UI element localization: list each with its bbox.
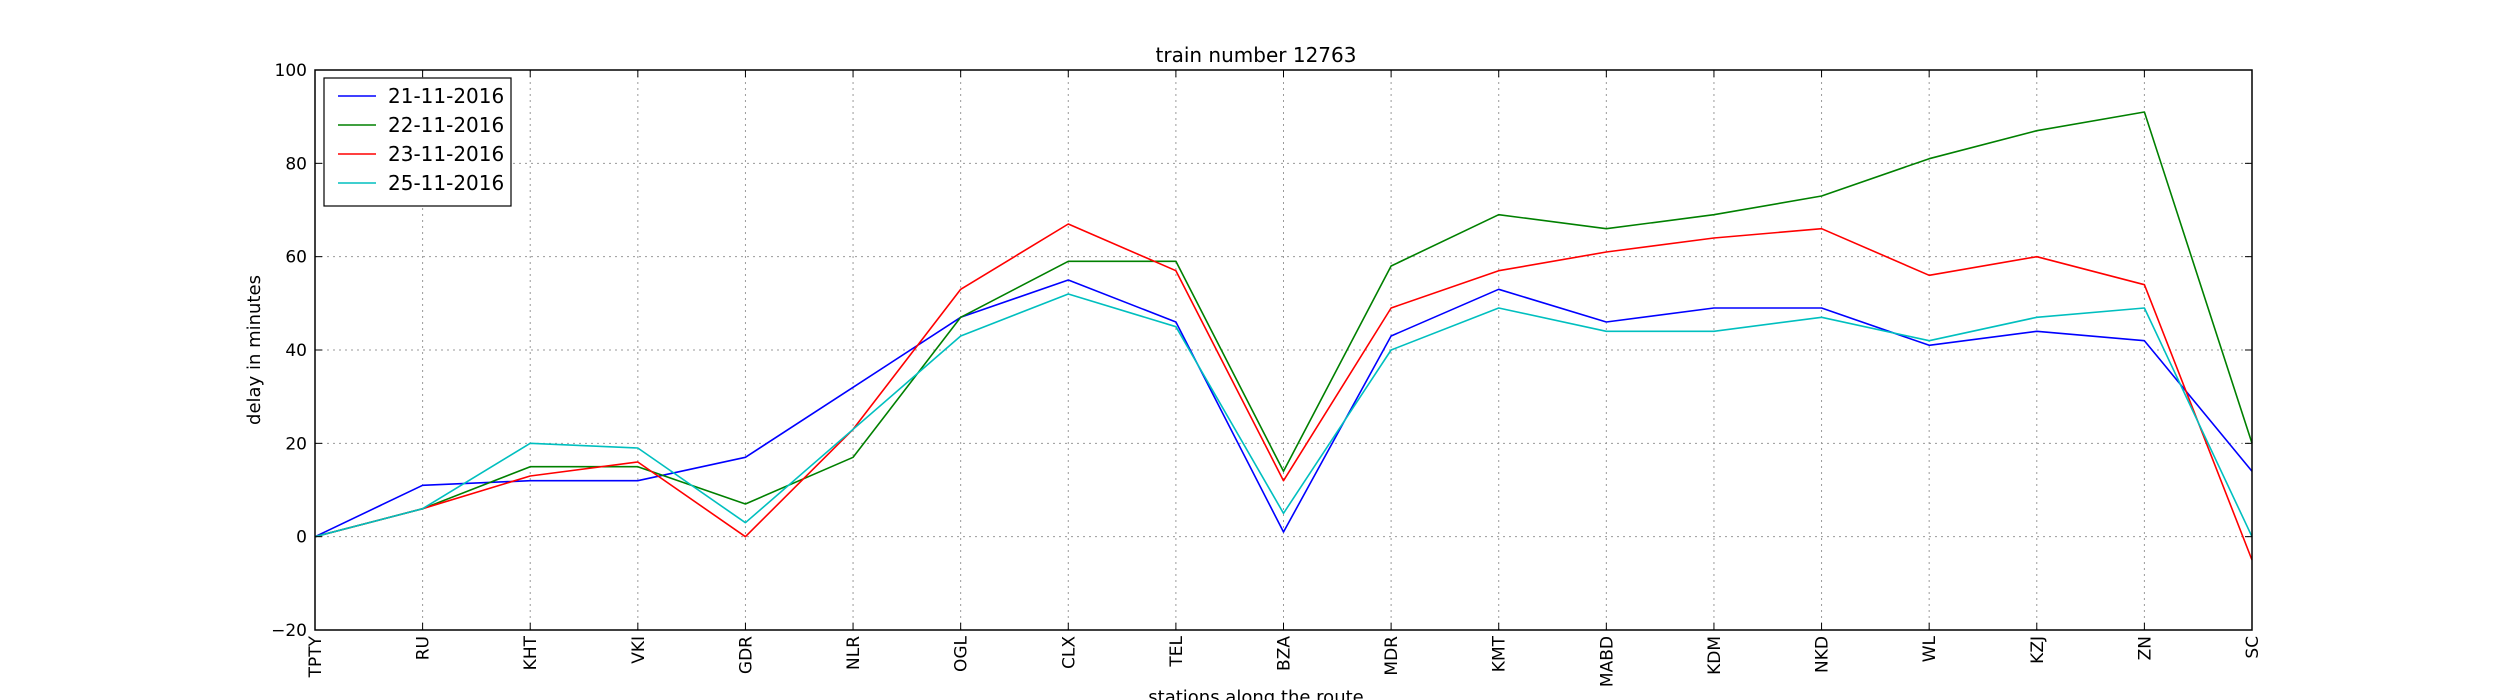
x-tick-label: BZA xyxy=(1275,636,1295,671)
x-tick-label: KMT xyxy=(1490,635,1510,672)
x-tick-label: TPTY xyxy=(306,635,326,678)
x-tick-label: KZJ xyxy=(2028,636,2048,664)
x-tick-label: TEL xyxy=(1167,635,1187,667)
legend-label: 22-11-2016 xyxy=(388,113,504,137)
y-tick-label: 100 xyxy=(275,61,307,81)
x-tick-label: KDM xyxy=(1705,636,1725,675)
y-tick-label: 60 xyxy=(285,248,307,268)
series-line-1 xyxy=(314,111,2253,538)
series-line-2 xyxy=(314,223,2253,561)
x-tick-label: SC xyxy=(2243,636,2263,659)
x-tick-label: OGL xyxy=(952,635,972,672)
y-tick-label: 20 xyxy=(285,434,307,454)
series-line-3 xyxy=(314,293,2253,538)
x-tick-label: ZN xyxy=(2135,636,2155,660)
x-tick-label: NLR xyxy=(844,636,864,670)
x-axis-label: stations along the route xyxy=(1148,687,1363,700)
axis-ticks: TPTY RU KHT VKI GDR NLR OGL CLX TEL BZA MDR KMT MABD… xyxy=(271,61,2263,687)
legend-label: 21-11-2016 xyxy=(388,84,504,108)
x-tick-label: GDR xyxy=(736,636,756,674)
y-axis-label: delay in minutes xyxy=(244,275,265,425)
series-line-0 xyxy=(314,279,2253,538)
x-tick-label: RU xyxy=(414,636,434,660)
chart-title: train number 12763 xyxy=(1156,43,1357,67)
y-tick-label: −20 xyxy=(271,621,307,641)
legend-label: 23-11-2016 xyxy=(388,142,504,166)
y-tick-label: 0 xyxy=(296,528,307,548)
x-tick-label: MABD xyxy=(1597,636,1617,687)
legend: 21-11-2016 22-11-2016 23-11-2016 25-11-2016 xyxy=(323,77,512,207)
x-tick-label: VKI xyxy=(629,636,649,664)
x-tick-label: NKD xyxy=(1813,636,1833,673)
x-tick-label: WL xyxy=(1920,635,1940,662)
series-lines xyxy=(314,111,2253,561)
y-tick-label: 40 xyxy=(285,341,307,361)
grid xyxy=(315,70,2252,630)
legend-label: 25-11-2016 xyxy=(388,171,504,195)
x-tick-label: CLX xyxy=(1059,636,1079,669)
x-tick-label: KHT xyxy=(521,635,541,670)
x-tick-label: MDR xyxy=(1382,636,1402,676)
y-tick-label: 80 xyxy=(285,154,307,174)
legend-box xyxy=(323,77,512,207)
